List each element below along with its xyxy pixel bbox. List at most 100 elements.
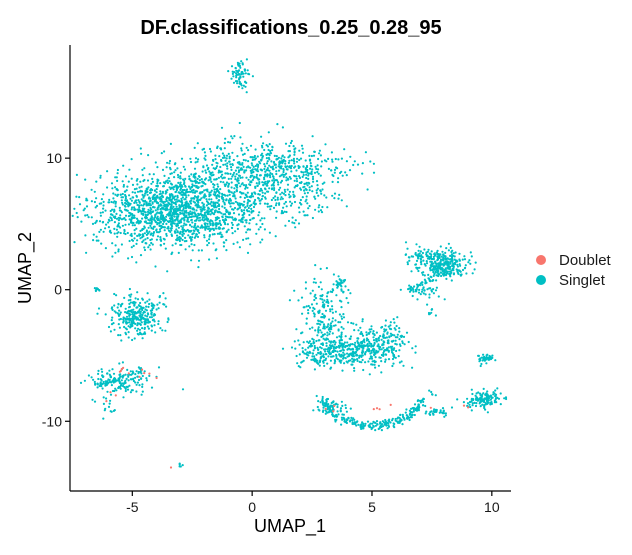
point-singlet <box>142 227 145 231</box>
point-singlet <box>261 181 264 184</box>
point-singlet <box>369 355 372 358</box>
point-singlet <box>230 202 234 205</box>
point-singlet <box>273 154 276 157</box>
point-singlet <box>225 230 229 233</box>
point-singlet <box>308 186 311 189</box>
point-singlet <box>174 195 177 198</box>
point-singlet <box>475 392 478 395</box>
point-singlet <box>357 347 360 350</box>
point-singlet <box>149 217 152 220</box>
point-doublet <box>332 410 335 413</box>
point-singlet <box>303 306 306 309</box>
point-singlet <box>124 311 127 314</box>
point-singlet <box>293 162 296 165</box>
point-singlet <box>494 395 497 398</box>
point-singlet <box>128 313 131 317</box>
point-singlet <box>146 315 149 318</box>
point-singlet <box>248 222 251 225</box>
point-singlet <box>141 390 144 393</box>
point-singlet <box>127 336 130 339</box>
point-singlet <box>315 302 318 305</box>
point-singlet <box>270 205 273 208</box>
point-singlet <box>338 345 341 348</box>
point-singlet <box>389 321 392 324</box>
point-singlet <box>321 343 324 346</box>
point-singlet <box>203 151 206 154</box>
point-doublet <box>120 367 123 371</box>
point-singlet <box>90 188 93 191</box>
point-singlet <box>138 384 141 387</box>
point-singlet <box>331 180 334 183</box>
point-singlet <box>315 180 319 183</box>
point-singlet <box>255 173 258 176</box>
point-singlet <box>374 421 377 424</box>
point-singlet <box>317 348 320 351</box>
point-singlet <box>278 203 281 206</box>
point-singlet <box>271 179 274 182</box>
point-singlet <box>114 186 117 189</box>
point-singlet <box>175 228 178 231</box>
point-singlet <box>404 253 408 256</box>
point-singlet <box>330 300 333 303</box>
point-singlet <box>325 295 329 298</box>
point-singlet <box>298 158 301 162</box>
point-singlet <box>241 162 244 165</box>
point-singlet <box>451 249 454 252</box>
point-singlet <box>253 191 256 194</box>
point-singlet <box>384 358 387 361</box>
point-singlet <box>442 257 445 260</box>
point-singlet <box>137 322 141 325</box>
point-singlet <box>222 245 225 248</box>
point-singlet <box>257 228 260 231</box>
point-singlet <box>324 412 327 415</box>
point-singlet <box>82 209 85 212</box>
point-singlet <box>234 178 237 181</box>
point-singlet <box>245 169 248 172</box>
point-singlet <box>481 399 484 402</box>
point-singlet <box>433 410 436 414</box>
point-singlet <box>391 357 395 361</box>
point-singlet <box>127 215 130 218</box>
point-singlet <box>132 196 135 199</box>
point-singlet <box>324 338 327 341</box>
point-singlet <box>231 137 234 140</box>
point-singlet <box>238 246 241 249</box>
point-singlet <box>306 184 309 187</box>
point-singlet <box>426 257 429 260</box>
point-singlet <box>456 271 459 274</box>
point-singlet <box>452 272 455 275</box>
point-singlet <box>374 366 377 369</box>
point-singlet <box>267 190 270 193</box>
point-singlet <box>168 159 172 163</box>
point-singlet <box>179 177 182 180</box>
point-singlet <box>151 197 154 201</box>
point-singlet <box>420 254 423 257</box>
point-singlet <box>288 175 291 179</box>
point-singlet <box>372 330 375 333</box>
point-singlet <box>184 223 187 226</box>
point-singlet <box>345 174 348 177</box>
point-singlet <box>114 176 117 179</box>
point-singlet <box>259 187 263 190</box>
point-singlet <box>85 199 88 202</box>
point-singlet <box>273 163 276 166</box>
point-singlet <box>466 402 470 405</box>
point-singlet <box>300 296 304 299</box>
point-singlet <box>361 162 364 165</box>
point-singlet <box>241 182 244 185</box>
point-singlet <box>73 241 76 244</box>
point-singlet <box>316 184 319 187</box>
point-singlet <box>297 222 301 225</box>
point-singlet <box>352 163 355 167</box>
point-singlet <box>483 404 486 407</box>
point-singlet <box>421 283 424 286</box>
point-singlet <box>294 147 297 150</box>
point-singlet <box>122 183 125 187</box>
point-singlet <box>252 165 255 168</box>
point-singlet <box>284 142 288 145</box>
point-singlet <box>107 405 111 408</box>
point-singlet <box>310 165 313 168</box>
point-singlet <box>199 219 202 222</box>
point-singlet <box>98 230 101 233</box>
point-singlet <box>190 259 193 262</box>
